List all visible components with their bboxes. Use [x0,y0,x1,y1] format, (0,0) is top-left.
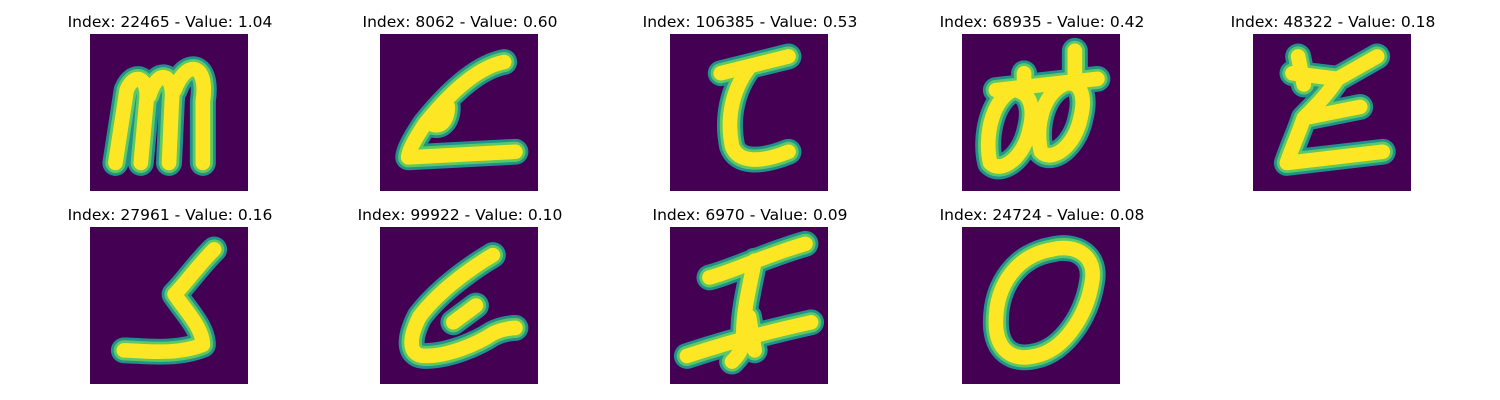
glyph-oo-icon [975,37,1111,180]
panel-title: Index: 48322 - Value: 0.18 [1230,13,1436,31]
panel-title: Index: 68935 - Value: 0.42 [939,13,1145,31]
glyph-image [90,227,248,384]
panel-title: Index: 8062 - Value: 0.60 [362,13,558,31]
glyph-image [962,227,1120,384]
glyph-ligature-icon [395,49,529,171]
glyph-s-icon [110,236,228,365]
glyph-image [380,227,538,384]
glyph-z-icon [1273,43,1396,176]
panel-title: Index: 27961 - Value: 0.16 [67,206,273,224]
glyph-image [90,34,248,191]
panel-title: Index: 6970 - Value: 0.09 [652,206,848,224]
glyph-f-icon [673,230,825,375]
glyph-image [962,34,1120,191]
panel-title: Index: 106385 - Value: 0.53 [642,13,858,31]
panel-title: Index: 99922 - Value: 0.10 [357,206,563,224]
glyph-image [670,227,828,384]
panel-title: Index: 22465 - Value: 1.04 [67,13,273,31]
glyph-image [380,34,538,191]
glyph-m-icon [102,56,217,176]
glyph-zero-icon [982,235,1106,371]
glyph-image [1253,34,1411,191]
glyph-l-icon [398,242,529,369]
glyph-image [670,34,828,191]
panel-title: Index: 24724 - Value: 0.08 [939,206,1145,224]
glyph-c-icon [707,43,802,173]
